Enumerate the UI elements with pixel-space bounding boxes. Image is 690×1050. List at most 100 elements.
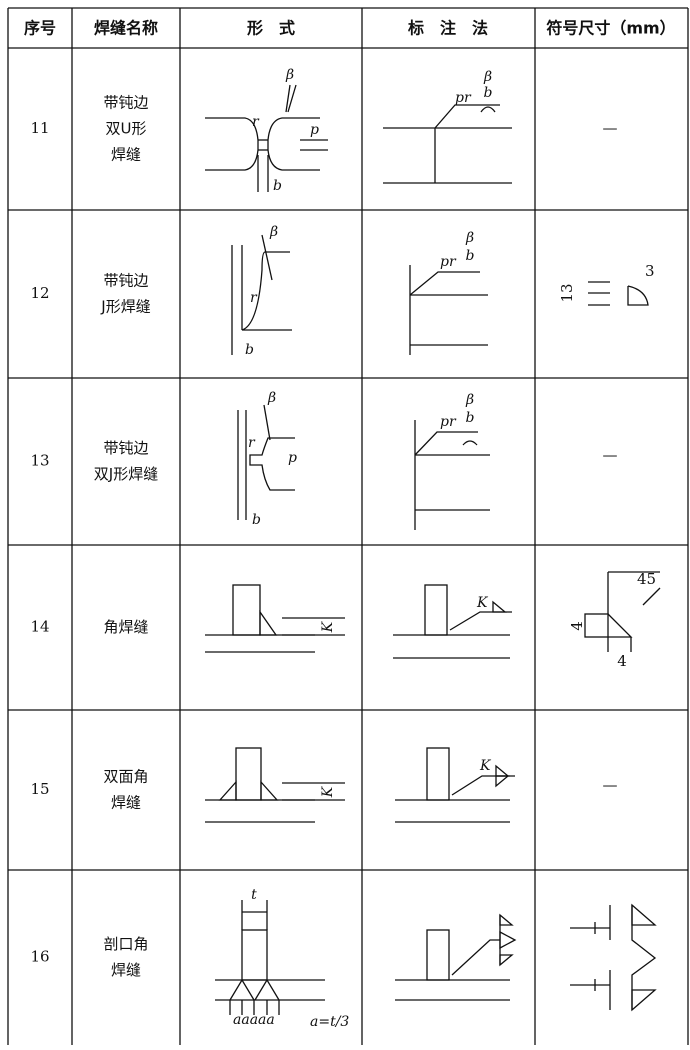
label: t xyxy=(251,887,257,903)
label: p xyxy=(288,450,297,466)
grid xyxy=(7,7,689,1045)
label: r xyxy=(248,435,256,451)
weld-name: 带钝边 xyxy=(103,439,148,457)
row-number: 11 xyxy=(30,119,49,137)
shape xyxy=(631,903,657,926)
shape xyxy=(627,285,649,306)
shape xyxy=(462,440,478,446)
header-cell: 标 注 法 xyxy=(407,19,488,38)
label: β xyxy=(483,69,492,85)
size: 3 xyxy=(645,262,655,280)
weld-name: 带钝边 xyxy=(103,272,148,290)
shape xyxy=(241,929,268,981)
shape xyxy=(631,905,657,1010)
row-number: 16 xyxy=(30,948,49,966)
label: pr xyxy=(440,254,457,270)
shape xyxy=(449,611,512,631)
weld-name: 双U形 xyxy=(106,120,147,138)
row-number: 15 xyxy=(30,780,49,798)
header-cell: 序号 xyxy=(24,19,56,38)
label: b xyxy=(466,248,475,264)
label: p xyxy=(310,122,319,138)
shape xyxy=(495,764,510,777)
label: b xyxy=(484,85,493,101)
weld-name: 角焊缝 xyxy=(103,618,148,636)
label: β xyxy=(267,390,276,406)
weld-name: 双J形焊缝 xyxy=(94,465,158,483)
label: β xyxy=(465,392,474,408)
label: β xyxy=(285,67,294,83)
shape xyxy=(434,104,500,129)
shape xyxy=(631,989,657,1012)
diagram: β r p b pr β b — xyxy=(205,67,618,194)
label: β xyxy=(465,230,474,246)
shape xyxy=(424,584,448,636)
weld-name: 焊缝 xyxy=(111,146,141,164)
shape xyxy=(642,587,661,606)
shape xyxy=(241,251,292,331)
shape xyxy=(451,939,500,976)
label: K xyxy=(479,758,492,774)
shape xyxy=(499,954,514,967)
shape xyxy=(492,600,507,613)
shape xyxy=(414,431,478,456)
label: β xyxy=(269,224,278,240)
header-cell: 焊缝名称 xyxy=(94,19,158,38)
label: b xyxy=(252,512,261,528)
weld-name: 剖口角 xyxy=(103,935,148,953)
shape xyxy=(229,978,255,1001)
label: K xyxy=(320,620,336,633)
shape xyxy=(263,404,271,441)
size: — xyxy=(603,446,618,464)
label: a=t/3 xyxy=(310,1014,349,1030)
shape xyxy=(287,84,297,113)
row-number: 13 xyxy=(30,452,49,470)
shape xyxy=(426,929,450,981)
shape xyxy=(495,775,510,788)
shape xyxy=(409,271,480,296)
weld-name: 带钝边 xyxy=(103,94,148,112)
label: pr xyxy=(455,90,472,106)
row-number: 12 xyxy=(30,284,49,302)
shape xyxy=(260,780,279,801)
size: 4 xyxy=(568,621,586,631)
diagram: β r b pr β b 13 3 xyxy=(231,224,655,358)
shape xyxy=(259,609,278,636)
size: — xyxy=(603,119,618,137)
shape xyxy=(205,117,259,171)
label: aaaaa xyxy=(233,1012,275,1028)
size: 4 xyxy=(617,652,627,670)
label: b xyxy=(466,410,475,426)
label: b xyxy=(273,178,282,194)
shape xyxy=(267,117,320,171)
shape xyxy=(426,747,450,801)
shape xyxy=(232,584,261,636)
label: r xyxy=(250,290,258,306)
header-cell: 形 式 xyxy=(247,19,295,38)
shape xyxy=(480,106,496,113)
size: 13 xyxy=(558,283,576,302)
weld-name: 焊缝 xyxy=(111,794,141,812)
size: — xyxy=(603,776,618,794)
weld-name: 双面角 xyxy=(103,768,148,786)
shape xyxy=(285,84,291,113)
shape xyxy=(235,747,262,801)
row-number: 14 xyxy=(30,618,49,636)
label: pr xyxy=(440,414,457,430)
label: K xyxy=(320,785,336,798)
group: 序号 焊缝名称 形 式 标 注 法 符号尺寸（mm） xyxy=(24,19,676,38)
shape xyxy=(499,930,517,950)
shape xyxy=(218,780,237,801)
shape xyxy=(249,437,295,491)
label: b xyxy=(245,342,254,358)
diagram: K K 45 4 4 xyxy=(205,570,661,670)
diagram: t aaaaa a=t/3 xyxy=(215,887,657,1030)
size: 45 xyxy=(637,570,656,588)
shape xyxy=(254,978,280,1001)
shape xyxy=(607,613,633,638)
shape xyxy=(584,613,609,638)
diagram: β r p b pr β b — xyxy=(237,390,618,530)
diagram: K K — xyxy=(205,747,618,823)
